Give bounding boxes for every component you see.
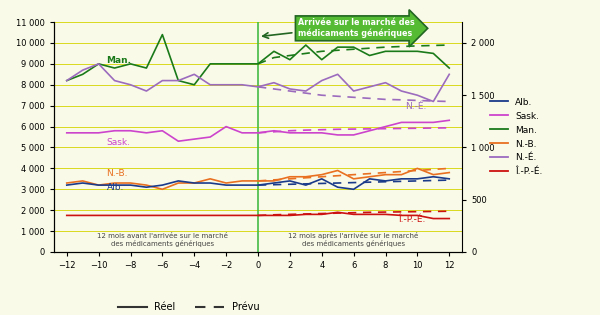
Text: Man.: Man. [107, 56, 131, 65]
Text: Sask.: Sask. [107, 138, 131, 147]
Text: 12 mois après l'arrivée sur le marché
des médicaments génériques: 12 mois après l'arrivée sur le marché de… [289, 232, 419, 247]
Legend: Alb., Sask., Man., N.-B., N.-É., Î.-P.-É.: Alb., Sask., Man., N.-B., N.-É., Î.-P.-É… [487, 95, 545, 179]
Text: Arrivée sur le marché des
médicaments génériques: Arrivée sur le marché des médicaments gé… [298, 18, 415, 38]
Text: N.-B.: N.-B. [107, 169, 128, 178]
Legend: Réel, Prévu: Réel, Prévu [113, 298, 263, 315]
Text: N.-É.: N.-É. [404, 102, 426, 111]
Text: Î.-P.-É.: Î.-P.-É. [398, 215, 425, 224]
Text: 12 mois avant l'arrivée sur le marché
des médicaments génériques: 12 mois avant l'arrivée sur le marché de… [97, 232, 228, 247]
Text: Alb.: Alb. [107, 183, 124, 192]
